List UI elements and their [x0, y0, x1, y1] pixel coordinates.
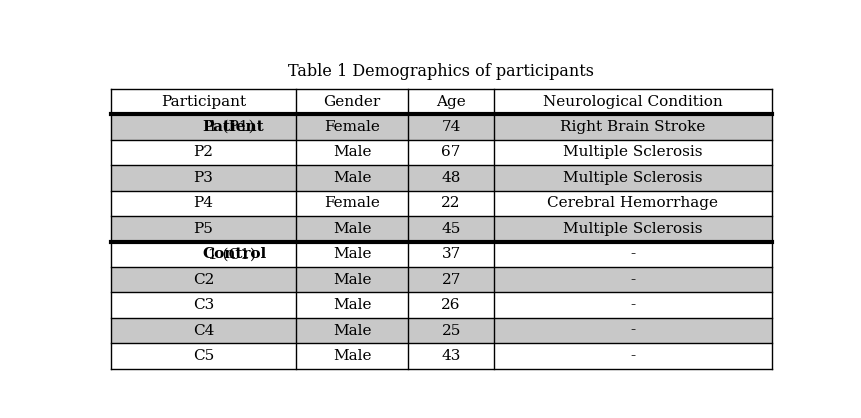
Text: Male: Male: [333, 273, 371, 287]
Text: Female: Female: [324, 196, 380, 210]
Text: 1 (P1): 1 (P1): [203, 120, 255, 134]
Text: 45: 45: [442, 222, 461, 236]
Text: Male: Male: [333, 247, 371, 261]
Text: -: -: [630, 349, 635, 363]
Text: 67: 67: [442, 145, 461, 159]
Text: 48: 48: [442, 171, 461, 185]
Bar: [111, 343, 771, 369]
Text: Female: Female: [324, 120, 380, 134]
Text: C2: C2: [193, 273, 214, 287]
Bar: [111, 191, 771, 216]
Text: 22: 22: [442, 196, 461, 210]
Text: C4: C4: [193, 324, 214, 338]
Text: 26: 26: [442, 298, 461, 312]
Text: P2: P2: [194, 145, 214, 159]
Text: P3: P3: [194, 171, 214, 185]
Bar: [111, 216, 771, 242]
Bar: [111, 165, 771, 191]
Text: Participant: Participant: [161, 94, 246, 109]
Text: 43: 43: [442, 349, 461, 363]
Bar: [111, 89, 771, 114]
Text: 37: 37: [442, 247, 461, 261]
Text: Multiple Sclerosis: Multiple Sclerosis: [563, 171, 703, 185]
Text: Cerebral Hemorrhage: Cerebral Hemorrhage: [548, 196, 718, 210]
Text: Right Brain Stroke: Right Brain Stroke: [561, 120, 705, 134]
Text: Male: Male: [333, 222, 371, 236]
Text: 25: 25: [442, 324, 461, 338]
Text: Male: Male: [333, 171, 371, 185]
Text: P5: P5: [194, 222, 214, 236]
Text: Multiple Sclerosis: Multiple Sclerosis: [563, 222, 703, 236]
Text: Multiple Sclerosis: Multiple Sclerosis: [563, 145, 703, 159]
Text: Control: Control: [202, 247, 267, 261]
Text: Male: Male: [333, 145, 371, 159]
Bar: [111, 267, 771, 293]
Bar: [111, 293, 771, 318]
Text: 27: 27: [442, 273, 461, 287]
Text: Table 1 Demographics of participants: Table 1 Demographics of participants: [288, 63, 594, 80]
Bar: [111, 242, 771, 267]
Text: 74: 74: [442, 120, 461, 134]
Text: Patient: Patient: [202, 120, 264, 134]
Text: 1 (C1): 1 (C1): [203, 247, 257, 261]
Text: Male: Male: [333, 349, 371, 363]
Bar: [111, 114, 771, 140]
Text: -: -: [630, 247, 635, 261]
Text: -: -: [630, 273, 635, 287]
Text: Neurological Condition: Neurological Condition: [543, 94, 722, 109]
Bar: [111, 140, 771, 165]
Text: C3: C3: [193, 298, 214, 312]
Text: P4: P4: [194, 196, 214, 210]
Text: C5: C5: [193, 349, 214, 363]
Bar: [111, 318, 771, 343]
Text: Male: Male: [333, 324, 371, 338]
Text: -: -: [630, 298, 635, 312]
Text: -: -: [630, 324, 635, 338]
Text: Male: Male: [333, 298, 371, 312]
Text: Gender: Gender: [324, 94, 381, 109]
Text: Age: Age: [437, 94, 466, 109]
